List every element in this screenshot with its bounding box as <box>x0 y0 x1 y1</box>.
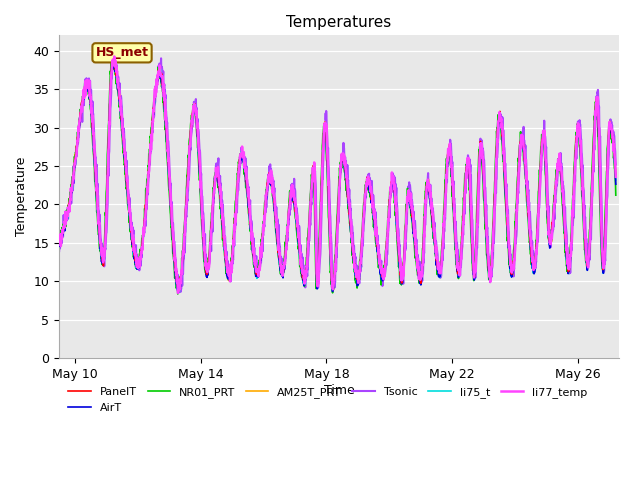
AirT <box>109 60 116 66</box>
Legend: PanelT, AirT, NR01_PRT, AM25T_PRT, Tsonic, li75_t, li77_temp: PanelT, AirT, NR01_PRT, AM25T_PRT, Tsoni… <box>64 383 592 417</box>
AM25T_PRT <box>326 248 334 254</box>
AM25T_PRT <box>84 81 92 87</box>
AM25T_PRT <box>312 230 319 236</box>
AirT <box>175 290 182 296</box>
AirT <box>326 248 334 254</box>
PanelT <box>109 56 117 62</box>
NR01_PRT <box>109 53 116 59</box>
X-axis label: Time: Time <box>324 384 355 397</box>
PanelT <box>596 184 604 190</box>
li77_temp <box>111 54 118 60</box>
li77_temp <box>55 236 63 242</box>
li77_temp <box>84 82 92 88</box>
PanelT <box>84 83 92 88</box>
Tsonic <box>312 181 319 187</box>
PanelT <box>326 240 334 245</box>
NR01_PRT <box>312 262 319 267</box>
AirT <box>55 241 63 247</box>
AM25T_PRT <box>109 54 116 60</box>
li75_t <box>612 177 620 183</box>
li75_t <box>175 289 183 295</box>
NR01_PRT <box>596 211 604 217</box>
AirT <box>596 180 604 186</box>
Tsonic <box>612 162 620 168</box>
NR01_PRT <box>494 112 502 118</box>
Line: Tsonic: Tsonic <box>59 52 616 293</box>
Line: AirT: AirT <box>59 63 616 293</box>
PanelT <box>596 174 604 180</box>
li75_t <box>596 178 604 183</box>
AirT <box>84 84 92 90</box>
li77_temp <box>312 213 319 218</box>
Text: HS_met: HS_met <box>95 47 148 60</box>
Line: li77_temp: li77_temp <box>59 57 616 293</box>
Tsonic <box>109 49 117 55</box>
li77_temp <box>494 124 502 130</box>
PanelT <box>55 236 63 242</box>
AM25T_PRT <box>596 189 604 194</box>
li75_t <box>326 252 334 257</box>
li75_t <box>109 59 117 64</box>
AirT <box>596 188 604 194</box>
li77_temp <box>596 171 604 177</box>
AM25T_PRT <box>612 174 620 180</box>
Tsonic <box>55 248 63 254</box>
Tsonic <box>494 139 502 144</box>
Line: PanelT: PanelT <box>59 59 616 289</box>
PanelT <box>612 173 620 179</box>
AirT <box>312 236 319 241</box>
PanelT <box>312 217 319 223</box>
li77_temp <box>174 290 182 296</box>
Title: Temperatures: Temperatures <box>287 15 392 30</box>
AM25T_PRT <box>596 180 604 186</box>
AirT <box>494 125 502 131</box>
AM25T_PRT <box>55 240 63 246</box>
NR01_PRT <box>55 242 63 248</box>
AM25T_PRT <box>175 287 182 293</box>
PanelT <box>329 286 337 292</box>
li75_t <box>494 124 502 130</box>
li77_temp <box>612 174 620 180</box>
li75_t <box>596 189 604 194</box>
Tsonic <box>596 133 604 139</box>
Tsonic <box>326 214 334 220</box>
AM25T_PRT <box>494 118 502 124</box>
NR01_PRT <box>174 291 182 297</box>
Tsonic <box>596 135 604 141</box>
NR01_PRT <box>612 192 620 198</box>
AirT <box>612 181 620 187</box>
NR01_PRT <box>84 81 92 87</box>
li75_t <box>312 232 319 238</box>
NR01_PRT <box>326 270 334 276</box>
Y-axis label: Temperature: Temperature <box>15 157 28 237</box>
li75_t <box>55 242 63 248</box>
PanelT <box>494 123 502 129</box>
Tsonic <box>174 290 182 296</box>
NR01_PRT <box>596 202 604 207</box>
li77_temp <box>596 161 604 167</box>
Line: NR01_PRT: NR01_PRT <box>59 56 616 294</box>
li77_temp <box>326 232 334 238</box>
Tsonic <box>84 79 92 84</box>
Line: AM25T_PRT: AM25T_PRT <box>59 57 616 290</box>
li75_t <box>84 82 92 88</box>
Line: li75_t: li75_t <box>59 61 616 292</box>
